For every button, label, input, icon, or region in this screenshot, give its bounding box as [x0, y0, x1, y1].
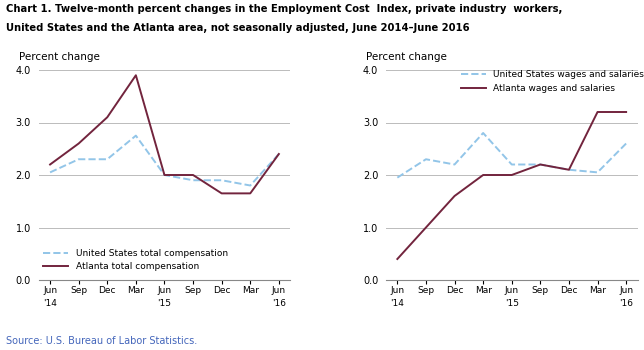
Atlanta total compensation	[104, 115, 111, 119]
Atlanta total compensation	[275, 152, 283, 156]
United States total compensation	[46, 170, 54, 175]
United States wages and salaries	[393, 176, 401, 180]
Text: '14: '14	[43, 300, 57, 308]
Text: Percent change: Percent change	[366, 51, 447, 62]
Text: '16: '16	[272, 300, 286, 308]
United States wages and salaries	[565, 168, 573, 172]
Line: Atlanta total compensation: Atlanta total compensation	[50, 75, 279, 193]
Text: '16: '16	[619, 300, 633, 308]
Atlanta total compensation	[75, 141, 82, 146]
Line: United States total compensation: United States total compensation	[50, 135, 279, 186]
Atlanta total compensation	[218, 191, 225, 195]
Line: United States wages and salaries: United States wages and salaries	[397, 133, 626, 178]
United States total compensation	[189, 178, 197, 182]
Line: Atlanta wages and salaries: Atlanta wages and salaries	[397, 112, 626, 259]
United States wages and salaries	[479, 131, 487, 135]
Legend: United States total compensation, Atlanta total compensation: United States total compensation, Atlant…	[43, 249, 228, 271]
United States wages and salaries	[594, 170, 601, 175]
Legend: United States wages and salaries, Atlanta wages and salaries: United States wages and salaries, Atlant…	[461, 70, 644, 93]
Atlanta wages and salaries	[508, 173, 516, 177]
United States total compensation	[104, 157, 111, 161]
United States total compensation	[160, 173, 168, 177]
Atlanta wages and salaries	[536, 162, 544, 167]
Atlanta total compensation	[247, 191, 254, 195]
Atlanta wages and salaries	[565, 168, 573, 172]
United States total compensation	[75, 157, 82, 161]
Atlanta wages and salaries	[451, 194, 459, 198]
Atlanta total compensation	[132, 73, 140, 77]
Text: '15: '15	[505, 300, 518, 308]
Atlanta wages and salaries	[594, 110, 601, 114]
Atlanta total compensation	[160, 173, 168, 177]
Text: Percent change: Percent change	[19, 51, 99, 62]
Atlanta wages and salaries	[393, 257, 401, 261]
United States wages and salaries	[622, 141, 630, 146]
Atlanta total compensation	[46, 162, 54, 167]
United States wages and salaries	[536, 162, 544, 167]
Text: Source: U.S. Bureau of Labor Statistics.: Source: U.S. Bureau of Labor Statistics.	[6, 336, 198, 346]
Text: '15: '15	[158, 300, 171, 308]
United States total compensation	[275, 152, 283, 156]
Atlanta wages and salaries	[622, 110, 630, 114]
Atlanta wages and salaries	[479, 173, 487, 177]
United States total compensation	[132, 133, 140, 138]
United States total compensation	[247, 183, 254, 188]
United States wages and salaries	[422, 157, 430, 161]
Atlanta total compensation	[189, 173, 197, 177]
United States total compensation	[218, 178, 225, 182]
United States wages and salaries	[508, 162, 516, 167]
Text: '14: '14	[390, 300, 404, 308]
United States wages and salaries	[451, 162, 459, 167]
Text: United States and the Atlanta area, not seasonally adjusted, June 2014–June 2016: United States and the Atlanta area, not …	[6, 23, 470, 33]
Atlanta wages and salaries	[422, 225, 430, 230]
Text: Chart 1. Twelve-month percent changes in the Employment Cost  Index, private ind: Chart 1. Twelve-month percent changes in…	[6, 4, 563, 14]
